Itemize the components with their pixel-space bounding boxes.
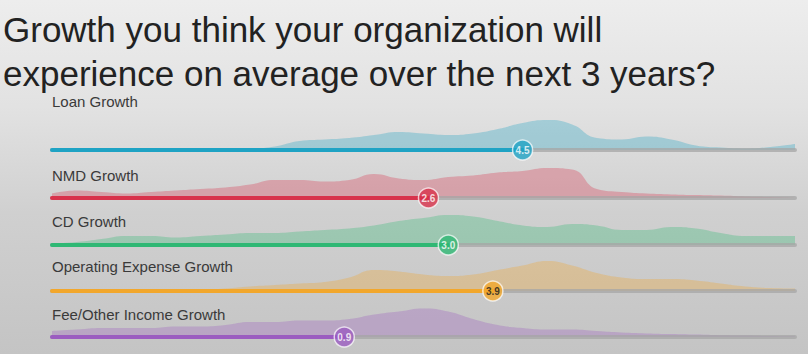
svg-text:Fee/Other Income Growth: Fee/Other Income Growth (52, 306, 225, 323)
svg-text:4.5: 4.5 (516, 145, 530, 156)
svg-text:3.9: 3.9 (486, 286, 500, 297)
svg-text:Operating Expense Growth: Operating Expense Growth (52, 258, 233, 275)
svg-text:CD Growth: CD Growth (52, 213, 126, 230)
svg-text:2.6: 2.6 (422, 193, 436, 204)
svg-text:NMD Growth: NMD Growth (52, 167, 139, 184)
svg-text:experience on average over the: experience on average over the next 3 ye… (3, 54, 715, 93)
svg-text:Growth you think your organiza: Growth you think your organization will (3, 10, 602, 49)
svg-text:Loan Growth: Loan Growth (52, 93, 138, 110)
svg-text:0.9: 0.9 (337, 332, 351, 343)
svg-text:3.0: 3.0 (441, 240, 455, 251)
